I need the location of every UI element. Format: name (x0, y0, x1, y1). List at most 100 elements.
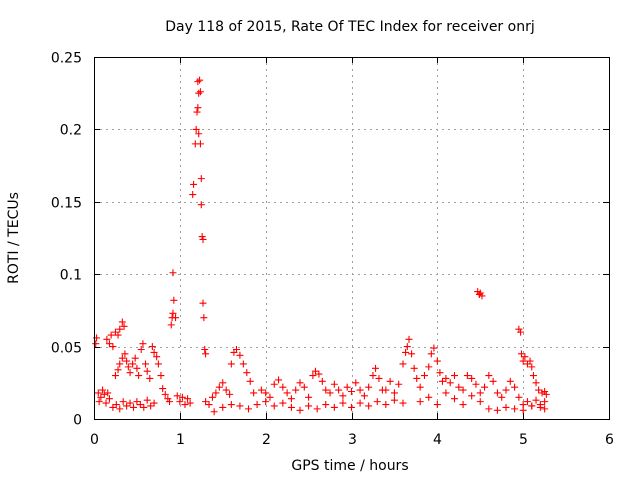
data-point-plus (201, 345, 209, 353)
data-point-plus (92, 340, 100, 348)
data-point-plus (279, 383, 287, 391)
data-point-plus (105, 340, 113, 348)
data-point-plus (270, 402, 278, 410)
data-point-plus (157, 372, 165, 380)
data-point-plus (236, 351, 244, 359)
data-point-plus (208, 393, 216, 401)
data-point-plus (313, 405, 321, 413)
data-point-plus (199, 299, 207, 307)
data-point-plus (541, 387, 549, 395)
data-point-plus (386, 377, 394, 385)
data-point-plus (468, 392, 476, 400)
data-point-plus (348, 387, 355, 395)
data-point-plus (399, 360, 407, 368)
data-point-plus (123, 402, 131, 410)
data-point-plus (532, 396, 540, 404)
data-point-plus (485, 372, 493, 380)
data-point-plus (226, 390, 234, 398)
data-point-plus (126, 369, 134, 377)
data-point-plus (305, 393, 313, 401)
data-point-plus (170, 296, 178, 304)
data-point-plus (194, 78, 202, 86)
data-point-plus (489, 377, 497, 385)
data-point-plus (116, 405, 124, 413)
data-point-plus (433, 357, 441, 365)
data-point-plus (517, 328, 525, 336)
data-point-plus (430, 344, 438, 352)
x-axis-tick-labels: 0 1 2 3 4 5 6 (90, 432, 614, 448)
data-point-plus (382, 401, 390, 409)
data-point-plus (369, 372, 377, 380)
data-point-plus (322, 386, 330, 394)
data-point-plus (528, 402, 536, 410)
data-point-plus (246, 377, 254, 385)
data-point-plus (250, 389, 258, 397)
data-point-plus (262, 398, 270, 406)
data-point-plus (485, 405, 493, 413)
x-tick-label: 5 (519, 432, 528, 448)
data-point-plus (442, 389, 450, 397)
data-point-plus (173, 392, 181, 400)
data-point-plus (109, 343, 117, 351)
data-point-plus (116, 325, 124, 333)
data-point-plus (296, 406, 304, 414)
data-point-plus (102, 399, 110, 407)
data-point-plus (330, 380, 338, 388)
data-point-plus (111, 372, 119, 380)
data-point-plus (142, 360, 149, 368)
data-point-plus (521, 353, 529, 361)
data-point-plus (126, 399, 134, 407)
data-point-plus (427, 350, 435, 358)
data-point-plus (161, 390, 169, 398)
data-point-plus (133, 364, 141, 372)
data-point-plus (425, 393, 433, 401)
data-point-plus (451, 372, 458, 380)
data-point-plus (519, 401, 527, 409)
data-point-plus (99, 386, 107, 394)
data-point-plus (405, 335, 413, 343)
data-point-plus (526, 357, 534, 365)
data-point-plus (172, 314, 180, 322)
data-point-plus (402, 348, 410, 356)
data-point-plus (236, 402, 244, 410)
data-point-plus (245, 405, 252, 413)
data-point-plus (318, 377, 326, 385)
data-point-plus (511, 383, 519, 391)
data-point-plus (232, 345, 240, 353)
data-point-plus (219, 403, 227, 411)
data-point-plus (94, 389, 102, 397)
data-point-plus (166, 398, 174, 406)
data-point-plus (189, 191, 197, 199)
data-point-plus (169, 309, 177, 317)
data-point-plus (283, 389, 291, 397)
data-point-plus (181, 401, 189, 409)
data-point-plus (257, 386, 265, 394)
data-point-plus (529, 372, 537, 380)
y-axis-label: ROTI / TECUs (6, 192, 22, 284)
data-point-plus (348, 403, 355, 411)
data-point-plus (114, 331, 122, 339)
data-point-plus (541, 398, 549, 406)
data-point-plus (143, 367, 151, 375)
data-point-plus (360, 392, 368, 400)
data-point-plus (219, 379, 227, 387)
data-point-plus (120, 322, 128, 330)
x-axis-label: GPS time / hours (291, 458, 408, 474)
data-point-plus (197, 175, 205, 183)
data-point-plus (287, 403, 295, 411)
data-point-plus (476, 398, 484, 406)
data-point-plus (195, 130, 203, 138)
data-point-plus (330, 403, 338, 411)
data-point-plus (476, 289, 484, 297)
data-point-plus (148, 343, 156, 351)
data-point-plus (129, 403, 137, 411)
data-point-plus (100, 390, 108, 398)
data-point-plus (116, 360, 124, 368)
data-point-plus (253, 401, 261, 409)
data-point-plus (164, 395, 172, 403)
data-point-plus (169, 269, 177, 277)
y-tick-label: 0 (73, 413, 82, 429)
x-tick-label: 2 (262, 432, 271, 448)
data-point-plus (212, 389, 220, 397)
